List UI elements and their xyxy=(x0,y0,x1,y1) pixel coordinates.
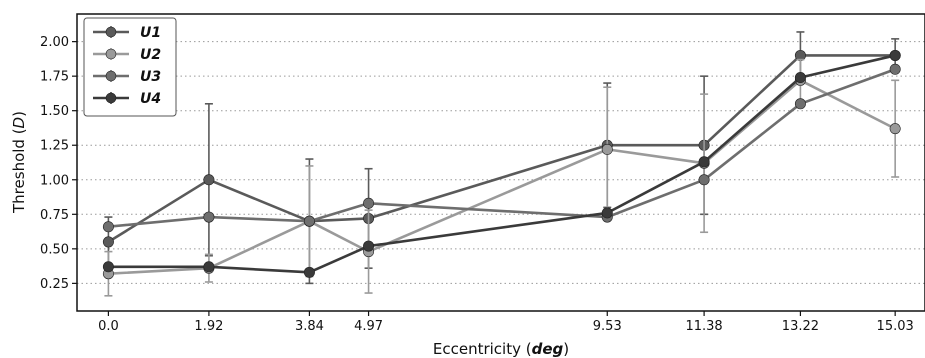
legend-label: U4 xyxy=(140,91,161,107)
plot-frame xyxy=(76,13,925,312)
data-point xyxy=(889,49,901,61)
x-tick-label: 1.92 xyxy=(194,319,223,334)
data-point xyxy=(203,211,215,223)
series-layer xyxy=(102,31,901,297)
legend-marker xyxy=(105,48,117,60)
x-tick-label: 11.38 xyxy=(685,319,722,334)
x-axis-unit: deg xyxy=(532,340,564,358)
data-point xyxy=(889,123,901,135)
y-axis-label: Threshold (D) xyxy=(10,111,28,214)
y-tick-label: 1.25 xyxy=(40,139,69,154)
legend-label: U3 xyxy=(140,69,161,85)
y-axis-ticks: 0.25 0.50 0.75 1.00 1.25 1.50 1.75 2.00 xyxy=(40,35,77,292)
legend-marker xyxy=(105,26,117,38)
series-line xyxy=(108,68,896,228)
data-point xyxy=(203,261,215,273)
series-u4 xyxy=(102,49,901,278)
series-u2 xyxy=(102,58,901,297)
y-tick-label: 0.50 xyxy=(40,242,69,257)
data-point xyxy=(363,197,375,209)
y-tick-label: 1.75 xyxy=(40,70,69,85)
data-point xyxy=(303,215,315,227)
data-point xyxy=(102,261,114,273)
x-tick-label: 4.97 xyxy=(354,319,383,334)
data-point xyxy=(102,221,114,233)
x-tick-label: 3.84 xyxy=(295,319,324,334)
x-axis-label: Eccentricity (deg) xyxy=(433,340,569,358)
legend-box xyxy=(83,17,177,117)
y-axis-label-text: Threshold xyxy=(10,139,28,214)
series-line xyxy=(107,54,896,244)
data-point xyxy=(698,174,710,186)
y-tick-label: 1.00 xyxy=(40,173,69,188)
x-axis-label-text: Eccentricity xyxy=(433,340,521,358)
series-u1 xyxy=(102,31,901,285)
y-tick-label: 0.25 xyxy=(40,277,69,292)
data-point xyxy=(203,174,215,186)
legend-marker xyxy=(105,70,117,82)
grid-lines xyxy=(77,41,925,284)
data-point xyxy=(698,156,710,168)
data-point xyxy=(303,266,315,278)
data-point xyxy=(601,207,613,219)
legend-marker xyxy=(105,92,117,104)
x-tick-label: 9.53 xyxy=(593,319,622,334)
series-line xyxy=(108,79,896,275)
data-point xyxy=(363,240,375,252)
series-line xyxy=(108,54,896,274)
data-point xyxy=(601,143,613,155)
y-tick-label: 1.50 xyxy=(40,104,69,119)
x-tick-label: 0.0 xyxy=(98,319,119,334)
legend-label: U2 xyxy=(140,47,161,63)
legend: U1 U2 U3 U4 xyxy=(83,17,177,117)
data-point xyxy=(889,63,901,75)
y-tick-label: 0.75 xyxy=(40,208,69,223)
y-axis-unit: D xyxy=(10,117,28,129)
data-point xyxy=(794,72,806,84)
data-point xyxy=(102,236,114,248)
data-point xyxy=(794,98,806,110)
legend-label: U1 xyxy=(140,25,161,41)
x-axis-ticks: 0.0 1.92 3.84 4.97 9.53 11.38 13.22 15.03 xyxy=(98,311,914,334)
y-tick-label: 2.00 xyxy=(40,35,69,50)
x-tick-label: 15.03 xyxy=(877,319,914,334)
x-tick-label: 13.22 xyxy=(782,319,819,334)
series-u3 xyxy=(102,63,901,233)
